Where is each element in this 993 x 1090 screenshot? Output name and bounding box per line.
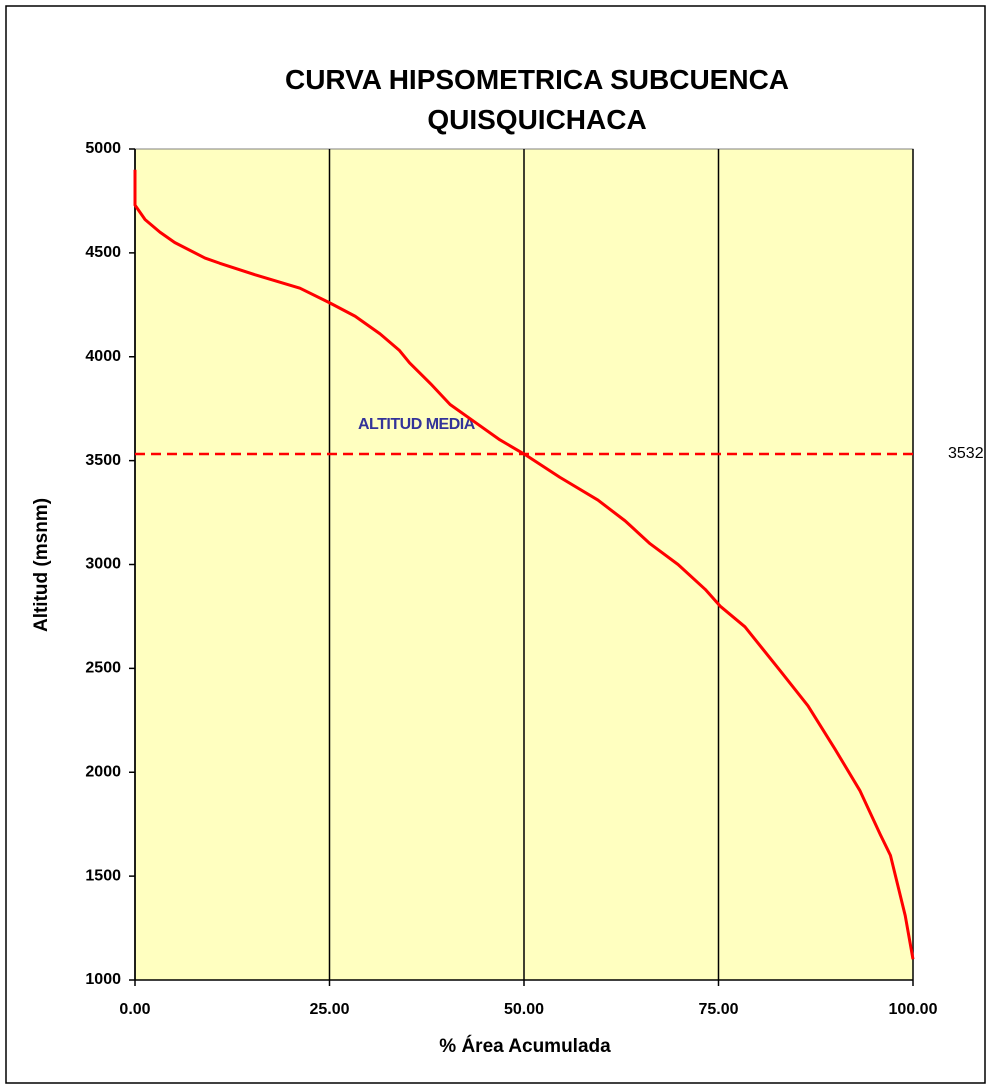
x-tick-label: 0.00: [119, 1001, 150, 1018]
y-tick-label: 3000: [85, 556, 121, 573]
y-tick-label: 2500: [85, 660, 121, 677]
y-axis-label: Altitud (msnm): [31, 498, 52, 632]
annotation: ALTITUD MEDIA: [358, 416, 476, 433]
x-tick-label: 25.00: [309, 1001, 349, 1018]
x-tick-label: 50.00: [504, 1001, 544, 1018]
y-tick-label: 1000: [85, 971, 121, 988]
x-axis-label: % Área Acumulada: [439, 1035, 611, 1057]
y-tick-label: 5000: [85, 140, 121, 157]
y-tick-label: 4000: [85, 348, 121, 365]
mean-label: 3532: [948, 445, 984, 462]
x-tick-label: 100.00: [889, 1001, 938, 1018]
x-tick-label: 75.00: [698, 1001, 738, 1018]
y-tick-label: 2000: [85, 763, 121, 780]
y-tick-label: 3500: [85, 452, 121, 469]
y-tick-label: 4500: [85, 244, 121, 261]
data-line: [133, 169, 915, 960]
y-tick-label: 1500: [85, 867, 121, 884]
chart-title: CURVA HIPSOMETRICA SUBCUENCA QUISQUICHAC…: [284, 64, 790, 135]
chart-border: [5, 5, 986, 1084]
